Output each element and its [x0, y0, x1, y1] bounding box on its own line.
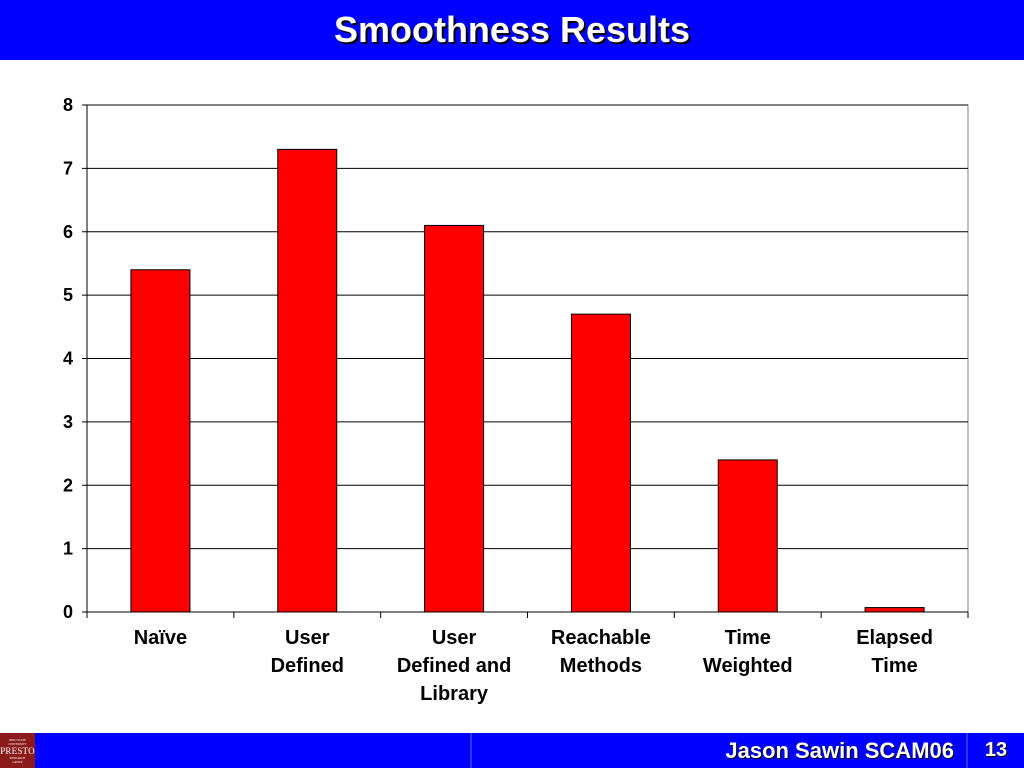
bar: [717, 459, 778, 613]
x-category-label-line: Library: [420, 683, 489, 705]
bar: [130, 269, 191, 613]
x-category-label-line: User: [432, 627, 477, 649]
x-category-label-line: User: [285, 627, 330, 649]
slide-title: Smoothness Results: [333, 9, 691, 50]
x-category-label: Elapsed Time: [856, 627, 933, 677]
bar: [864, 607, 925, 613]
logo-line4: GROUP: [12, 759, 23, 764]
footer-divider: [966, 733, 968, 768]
bar: [277, 148, 338, 613]
x-category-label-line: Elapsed: [856, 627, 933, 649]
y-tick-label: 6: [63, 222, 73, 242]
y-tick-label: 1: [63, 539, 73, 559]
footer-bar: OHIO STATE UNIVERSITY PRESTO RESEARCH GR…: [0, 733, 1024, 768]
x-category-label-line: Reachable: [551, 627, 651, 649]
x-category-label-line: Methods: [560, 655, 642, 677]
title-bar: Smoothness Results: [0, 0, 1024, 60]
y-tick-label: 8: [63, 95, 73, 115]
x-category-label-line: Time: [871, 655, 917, 677]
y-tick-label: 2: [63, 475, 73, 495]
logo-line2: UNIVERSITY: [8, 741, 27, 746]
logo-line1: OHIO STATE: [8, 737, 26, 742]
bar: [424, 224, 485, 613]
y-tick-label: 4: [63, 349, 73, 369]
bar: [570, 313, 631, 613]
y-tick-label: 3: [63, 412, 73, 432]
logo-line3: RESEARCH: [9, 755, 26, 760]
y-tick-label: 5: [63, 285, 73, 305]
x-category-label-line: Time: [725, 627, 771, 649]
x-category-label: Time Weighted: [703, 627, 793, 677]
y-tick-label: 7: [63, 158, 73, 178]
y-tick-label: 0: [63, 602, 73, 622]
x-category-label-line: Defined and: [397, 655, 511, 677]
x-category-label-line: Naïve: [134, 627, 187, 649]
logo-name: PRESTO: [0, 745, 35, 756]
x-category-label: User Defined and Library: [397, 627, 511, 705]
x-category-label: User Defined: [271, 627, 344, 677]
x-category-label-line: Weighted: [703, 655, 793, 677]
page-number: 13: [984, 739, 1008, 761]
footer-divider: [470, 733, 472, 768]
x-category-label: Naïve: [134, 627, 187, 649]
x-category-label: Reachable Methods: [551, 627, 651, 677]
presto-logo: OHIO STATE UNIVERSITY PRESTO RESEARCH GR…: [0, 733, 35, 768]
footer-author: Jason Sawin SCAM06: [725, 737, 954, 763]
bar-chart: 0 1 2 3 4 5 6 7 8 Naïve User Defined User Defined and…: [63, 95, 969, 705]
x-category-label-line: Defined: [271, 655, 344, 677]
